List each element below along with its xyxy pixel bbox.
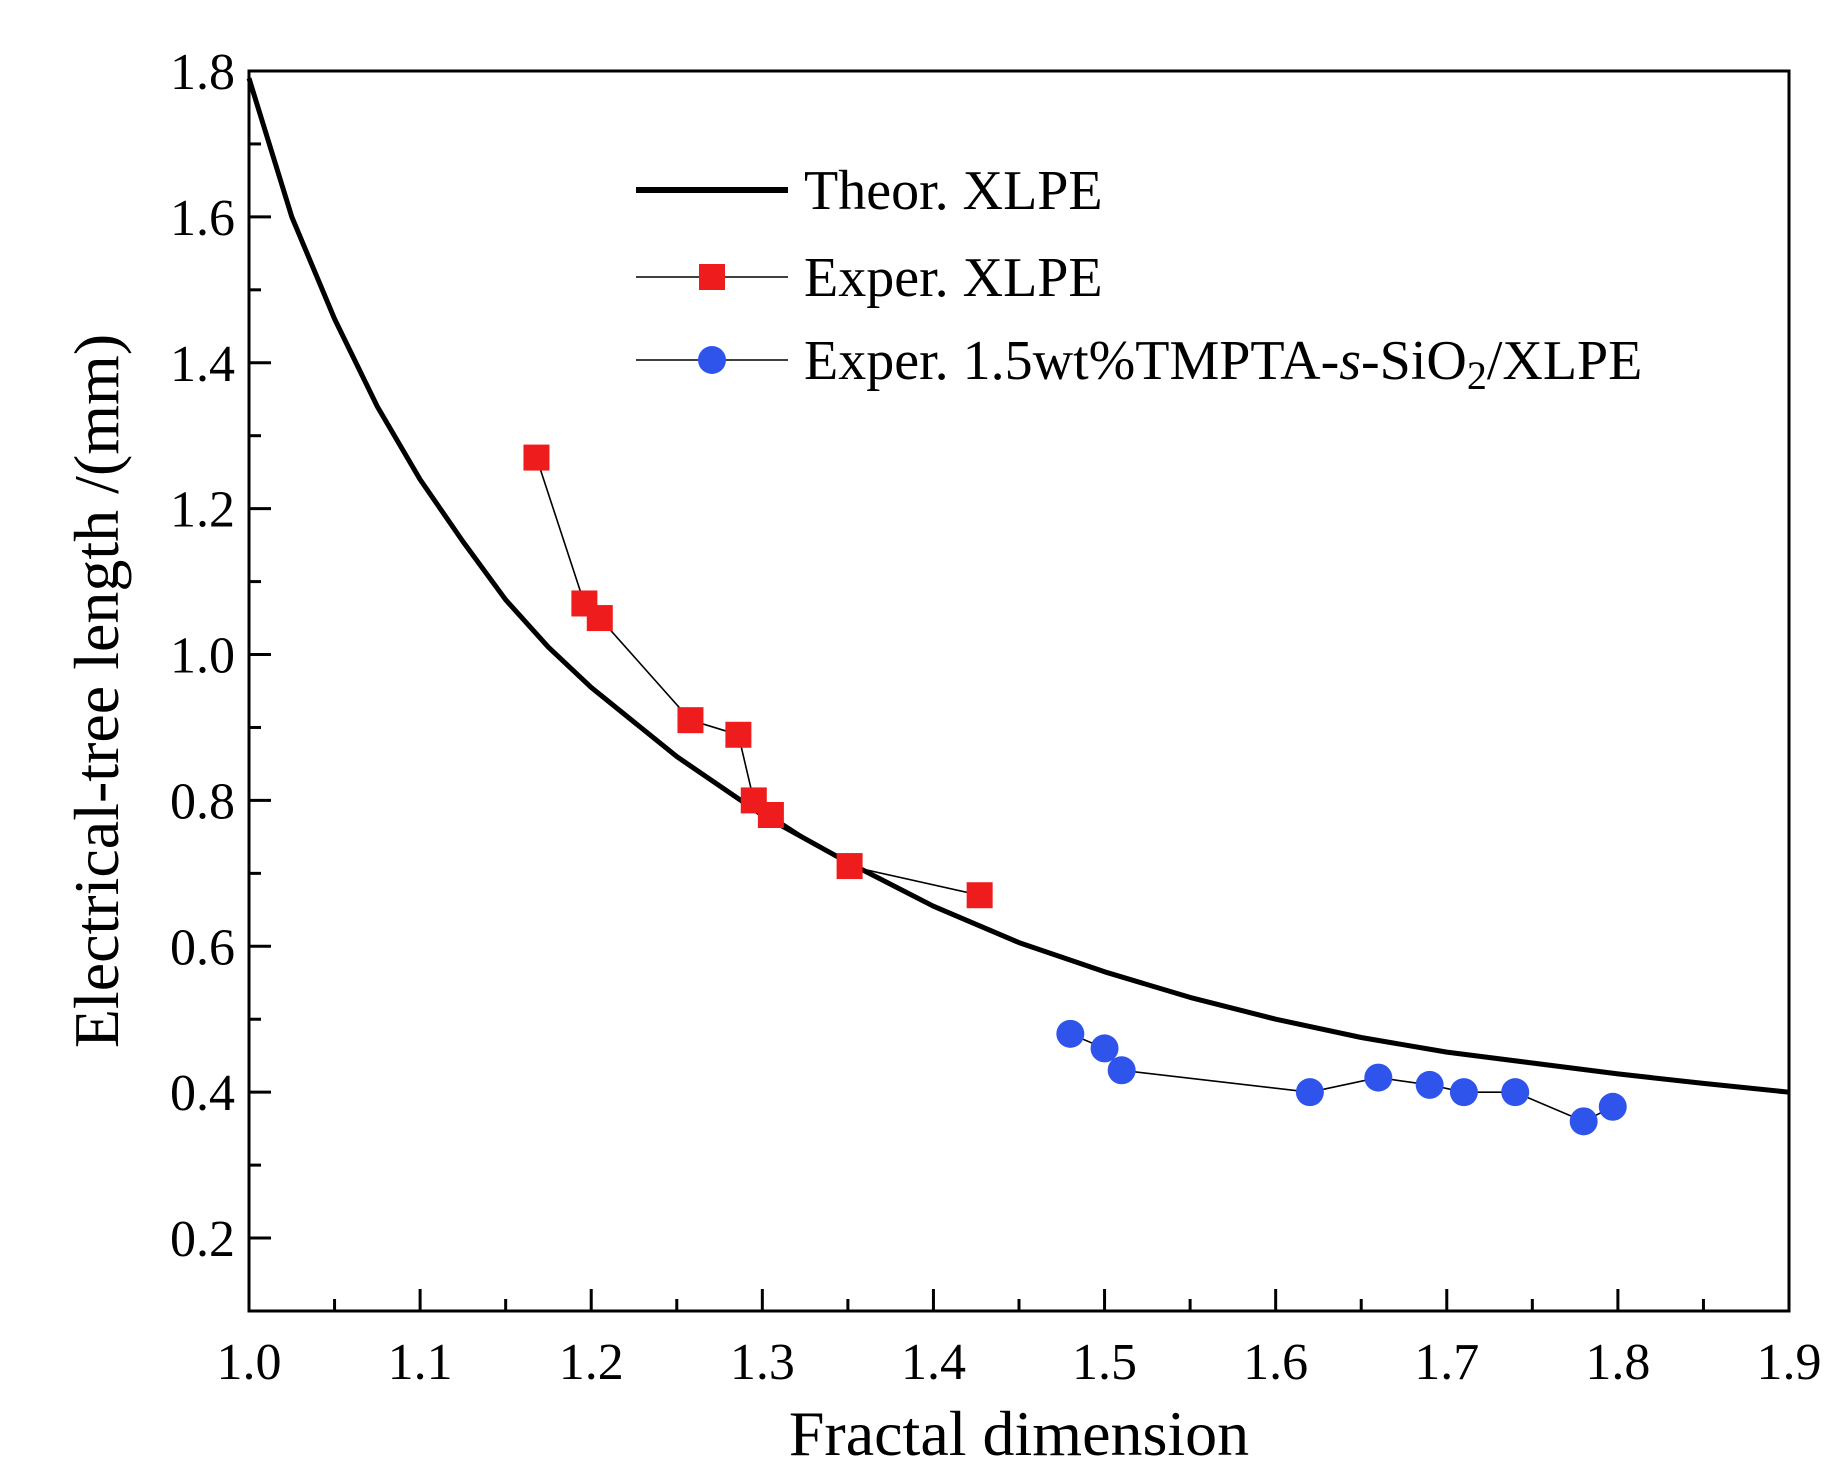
x-tick-label-1.3: 1.3: [730, 1334, 795, 1391]
y-tick-label-0.6: 0.6: [170, 919, 235, 976]
point-exper-xlpe-7: [836, 853, 863, 880]
x-tick-label-1.5: 1.5: [1072, 1334, 1137, 1391]
point-exper-tmpta-8: [1569, 1107, 1598, 1136]
legend-label-part-suffix: /XLPE: [1487, 330, 1643, 392]
plot-frame: [247, 69, 1791, 1313]
legend-label-theor-xlpe: Theor. XLPE: [804, 160, 1103, 222]
y-tick-label-1.0: 1.0: [170, 628, 235, 685]
legend: Theor. XLPE Exper. XLPE Exper. 1.5wt%TMP…: [636, 160, 1642, 398]
point-exper-tmpta-2: [1107, 1056, 1136, 1085]
legend-label-part-sio: -SiO: [1361, 330, 1467, 392]
y-tick-label-1.6: 1.6: [170, 190, 235, 247]
legend-label-part-italic-s: s: [1339, 330, 1361, 392]
legend-swatch-marker-exper-tmpta: [698, 346, 726, 374]
x-tick-label-1.8: 1.8: [1585, 1334, 1650, 1391]
x-tick-label-1.7: 1.7: [1414, 1334, 1479, 1391]
x-tick-label-1.1: 1.1: [388, 1334, 453, 1391]
point-exper-tmpta-9: [1598, 1092, 1627, 1121]
point-exper-tmpta-6: [1449, 1078, 1478, 1107]
axis-ticks: 1.0 1.1 1.2 1.3 1.4 1.5 1.6 1.7 1.8 1.9 0.2 0.4 0.6 0…: [170, 44, 1822, 1391]
x-tick-label-1.9: 1.9: [1757, 1334, 1822, 1391]
x-tick-label-1.2: 1.2: [559, 1334, 624, 1391]
point-exper-tmpta-4: [1364, 1063, 1393, 1092]
y-tick-label-1.2: 1.2: [170, 482, 235, 539]
legend-label-part-subscript-2: 2: [1467, 353, 1487, 398]
point-exper-tmpta-5: [1415, 1070, 1444, 1099]
point-exper-xlpe-3: [677, 707, 704, 734]
x-axis-title: Fractal dimension: [789, 1398, 1249, 1469]
legend-swatch-marker-exper-xlpe: [699, 264, 725, 290]
series-line-exper-xlpe: [535, 457, 980, 896]
point-exper-tmpta-1: [1090, 1034, 1119, 1063]
y-tick-label-0.2: 0.2: [170, 1211, 235, 1268]
point-exper-tmpta-3: [1295, 1078, 1324, 1107]
point-exper-xlpe-0: [523, 444, 550, 471]
y-axis-title: Electrical-tree length /(mm): [61, 334, 132, 1048]
point-exper-xlpe-8: [966, 882, 993, 909]
y-tick-label-1.4: 1.4: [170, 336, 235, 393]
point-exper-xlpe-4: [725, 721, 752, 748]
series-line-theor-xlpe: [246, 77, 1790, 1095]
y-tick-label-0.8: 0.8: [170, 773, 235, 830]
point-exper-xlpe-2: [586, 605, 613, 632]
point-exper-tmpta-7: [1501, 1078, 1530, 1107]
point-exper-xlpe-6: [757, 802, 784, 828]
y-tick-label-0.4: 0.4: [170, 1065, 235, 1122]
point-exper-tmpta-0: [1056, 1019, 1085, 1048]
x-tick-label-1.4: 1.4: [901, 1334, 966, 1391]
x-tick-label-1.6: 1.6: [1243, 1334, 1308, 1391]
legend-label-part-prefix: Exper. 1.5wt%TMPTA-: [804, 330, 1339, 392]
series-line-exper-tmpta: [1069, 1033, 1614, 1123]
legend-label-exper-xlpe: Exper. XLPE: [804, 247, 1103, 309]
y-tick-label-1.8: 1.8: [170, 44, 235, 101]
plot-series: [246, 77, 1790, 1136]
x-tick-label-1.0: 1.0: [217, 1334, 282, 1391]
legend-label-exper-tmpta: Exper. 1.5wt%TMPTA-s-SiO2/XLPE: [804, 330, 1642, 398]
